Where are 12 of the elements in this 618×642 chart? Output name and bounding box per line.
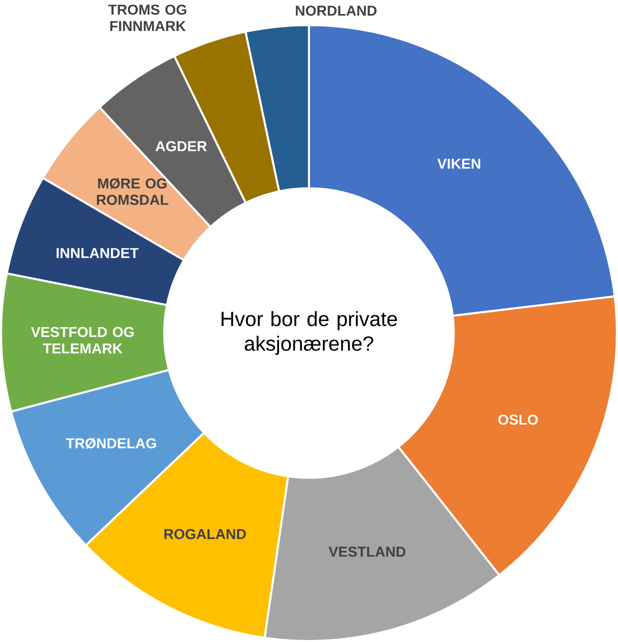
slice-label: OSLO bbox=[498, 414, 538, 425]
slice-label: VESTFOLD OG TELEMARK bbox=[31, 326, 134, 354]
slice-label: AGDER bbox=[156, 141, 207, 152]
slice-label: VESTLAND bbox=[328, 546, 406, 557]
text: Hvor bor de private aksjonærene? bbox=[222, 311, 398, 355]
slice-label: NORDLAND bbox=[296, 6, 377, 16]
slice-label: TRØNDELAG bbox=[66, 438, 156, 449]
slice-label: TROMS OG FINNMARK bbox=[108, 4, 186, 32]
slice-label: VIKEN bbox=[437, 158, 480, 169]
slice-label: INNLANDET bbox=[56, 248, 139, 258]
slice-label: MØRE OG ROMSDAL bbox=[97, 178, 168, 205]
slice-label: ROGALAND bbox=[164, 528, 246, 540]
